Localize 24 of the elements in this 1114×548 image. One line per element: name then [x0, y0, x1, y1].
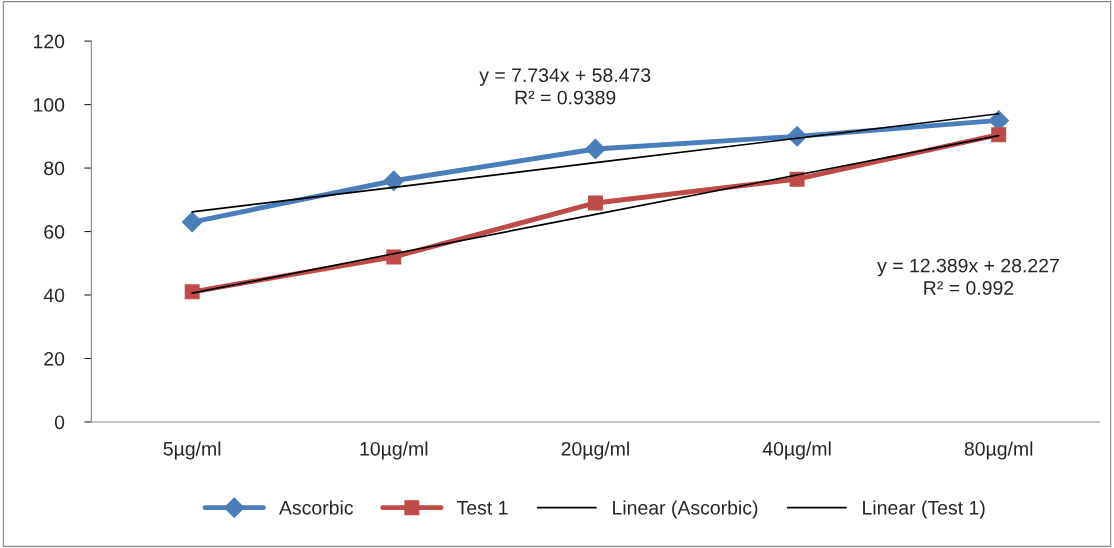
x-tick-label: 20µg/ml [561, 441, 629, 460]
y-tick-label: 40 [43, 288, 65, 303]
y-tick-label: 60 [44, 225, 65, 239]
annotation: y = 7.734x + 58.473 R² = 0.9389 [479, 68, 651, 105]
y-tick-label: 100 [34, 98, 65, 112]
x-tick-label: 10µg/ml [360, 441, 428, 460]
x-tick-label: 80µg/ml [964, 441, 1033, 460]
y-tick-label: 20 [44, 351, 65, 366]
legend-label: Linear (Test 1) [863, 500, 985, 519]
point [587, 195, 603, 211]
legend-label: Ascorbic [279, 500, 354, 515]
y-tick-label: 80 [44, 161, 65, 176]
point [585, 138, 606, 160]
legend-label: Linear (Ascorbic) [613, 500, 758, 519]
point [383, 170, 405, 192]
x-tick-label: 40µg/ml [762, 441, 831, 460]
y-tick-label: 120 [34, 34, 65, 49]
point [184, 284, 200, 300]
x-tick-label: 5µg/ml [163, 441, 221, 460]
annotation: y = 12.389x + 28.227 R² = 0.992 [877, 258, 1059, 295]
y-tick-label: 0 [54, 415, 65, 430]
point [991, 127, 1007, 143]
legend-label: Test 1 [457, 501, 508, 515]
point [181, 211, 203, 233]
